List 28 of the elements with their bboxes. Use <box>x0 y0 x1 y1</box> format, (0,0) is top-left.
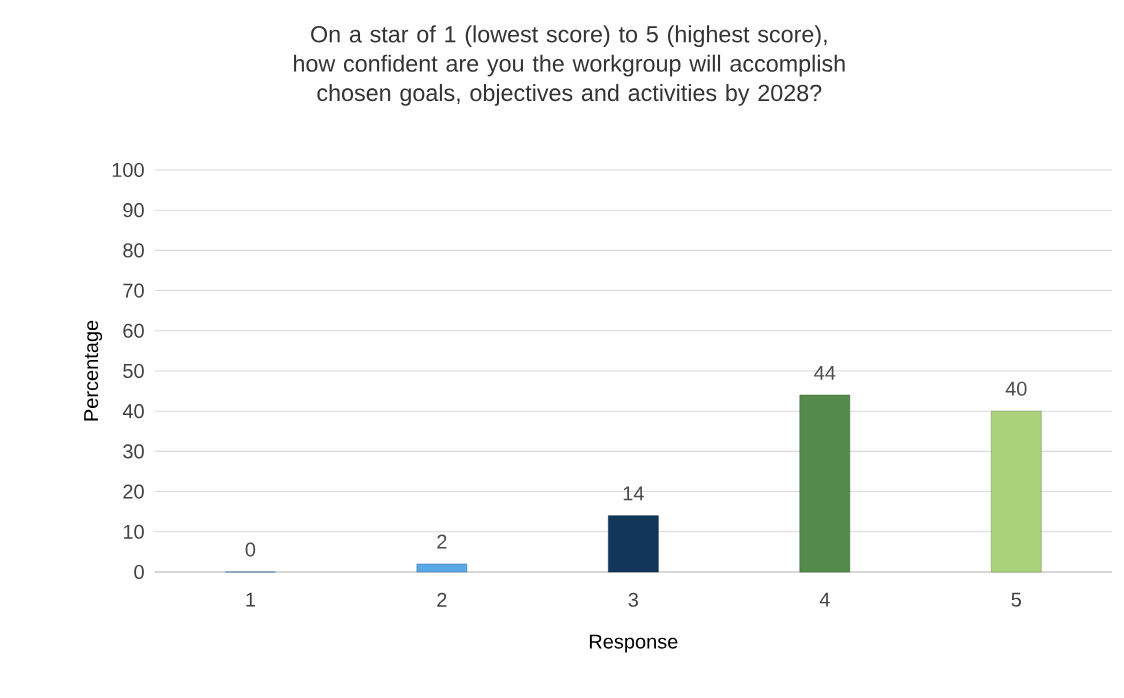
y-tick-label: 40 <box>122 404 144 419</box>
data-label: 14 <box>623 486 644 501</box>
bar <box>799 394 851 573</box>
chart-title: On a star of 1 (lowest score) to 5 (highest score), how confident are you the workgroup will accomplish chosen goals, objectives and activities by 2028? <box>294 25 845 106</box>
data-label: 2 <box>437 534 447 549</box>
bar <box>416 563 468 573</box>
y-tick-label: 100 <box>112 162 144 178</box>
bar <box>608 515 659 573</box>
x-tick-label: 1 <box>246 592 255 607</box>
x-tick-label: 2 <box>437 592 447 607</box>
data-label: 0 <box>245 542 256 557</box>
x-tick-label: 4 <box>819 592 830 607</box>
y-tick-label: 50 <box>123 363 144 379</box>
data-label: 44 <box>814 365 836 380</box>
y-tick-label: 90 <box>123 203 144 218</box>
y-tick-label: 0 <box>134 564 144 580</box>
y-tick-label: 60 <box>123 323 144 338</box>
y-tick-label: 30 <box>123 444 144 459</box>
y-tick-label: 70 <box>123 283 144 298</box>
data-label: 40 <box>1005 381 1027 396</box>
x-tick-label: 5 <box>1011 592 1021 607</box>
x-tick-label: 3 <box>628 592 639 607</box>
y-tick-label: 10 <box>123 524 144 539</box>
y-axis-title: Percentage <box>84 320 103 421</box>
bar <box>991 410 1042 573</box>
x-axis-title: Response <box>589 634 678 653</box>
y-tick-label: 20 <box>123 484 144 499</box>
y-tick-label: 80 <box>123 243 144 258</box>
